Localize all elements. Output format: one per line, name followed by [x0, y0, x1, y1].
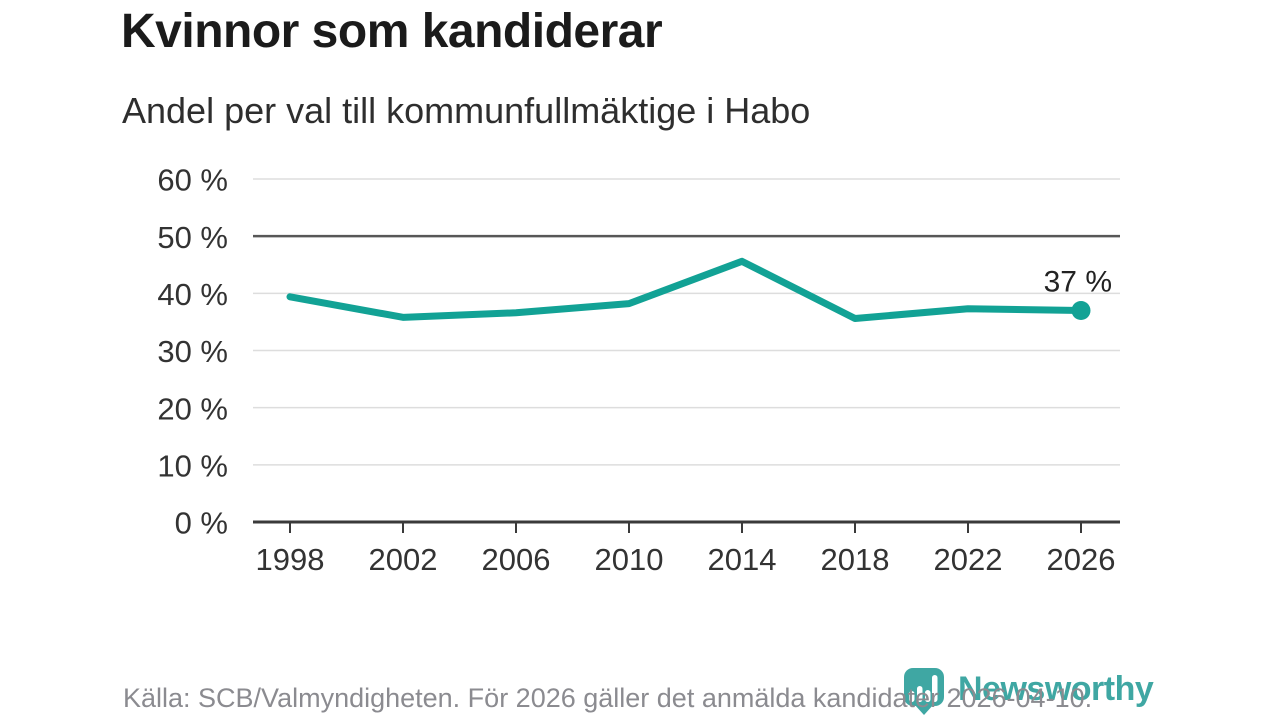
- newsworthy-pin-barchart-icon: [904, 668, 944, 715]
- y-tick-label: 50 %: [157, 220, 228, 255]
- y-tick-label: 40 %: [157, 277, 228, 312]
- source-text: Källa: SCB/Valmyndigheten. För 2026 gäll…: [123, 683, 1093, 713]
- y-tick-label: 60 %: [157, 163, 228, 198]
- y-tick-label: 30 %: [157, 334, 228, 369]
- x-tick-label: 1998: [256, 542, 325, 577]
- y-tick-label: 0 %: [175, 506, 228, 541]
- x-tick-label: 2026: [1047, 542, 1116, 577]
- x-tick-label: 2002: [369, 542, 438, 577]
- x-tick-label: 2006: [482, 542, 551, 577]
- newsworthy-wordmark: Newsworthy: [958, 670, 1154, 708]
- y-tick-label: 20 %: [157, 391, 228, 426]
- newsworthy-logo: Newsworthy: [898, 660, 1154, 718]
- x-tick-label: 2018: [821, 542, 890, 577]
- end-point-marker: [1071, 300, 1091, 320]
- data-line: [286, 257, 1085, 322]
- x-tick-label: 2014: [708, 542, 777, 577]
- x-tick-label: 2010: [595, 542, 664, 577]
- chart-subtitle: Andel per val till kommunfullmäktige i H…: [122, 90, 811, 131]
- end-point-label: 37 %: [1044, 265, 1112, 298]
- y-tick-label: 10 %: [157, 449, 228, 484]
- chart-title: Kvinnor som kandiderar: [121, 5, 663, 58]
- x-tick-label: 2022: [934, 542, 1003, 577]
